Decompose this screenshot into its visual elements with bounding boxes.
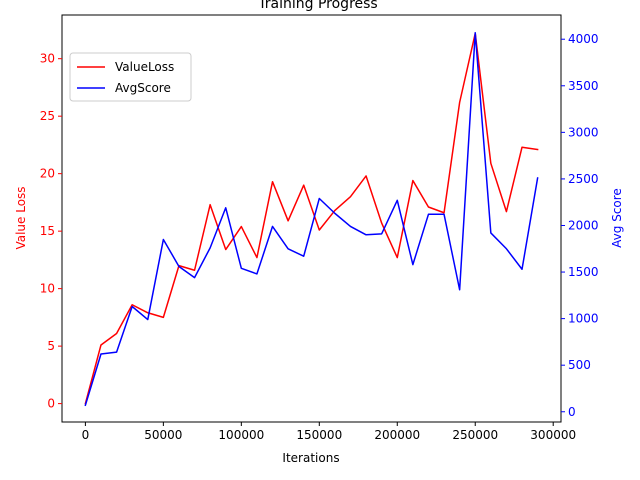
y-right-axis-ticks: 0 500 1000 1500 2000 2500 3000 3500 4000	[561, 32, 599, 419]
y-right-tick-label: 3000	[568, 125, 599, 139]
x-tick-label: 250000	[452, 428, 498, 442]
y-left-axis-label: Value Loss	[14, 186, 28, 249]
x-tick-label: 0	[82, 428, 90, 442]
axes-frame	[61, 14, 562, 423]
y-right-tick-label: 0	[568, 405, 576, 419]
series-layer	[84, 31, 539, 407]
x-tick-label: 50000	[144, 428, 182, 442]
y-left-tick-label: 25	[40, 109, 55, 123]
y-left-tick-label: 15	[40, 224, 55, 238]
y-right-axis-label: Avg Score	[610, 188, 624, 248]
y-right-tick-label: 1500	[568, 265, 599, 279]
series-line-avgscore	[84, 31, 539, 407]
y-left-tick-label: 5	[47, 339, 55, 353]
y-right-tick-label: 1000	[568, 312, 599, 326]
x-tick-label: 100000	[218, 428, 264, 442]
x-tick-label: 200000	[374, 428, 420, 442]
y-left-tick-label: 0	[47, 397, 55, 411]
y-right-tick-label: 3500	[568, 79, 599, 93]
y-left-axis-ticks: 0 5 10 15 20 25 30	[40, 52, 62, 411]
y-right-tick-label: 2500	[568, 172, 599, 186]
y-right-tick-label: 500	[568, 358, 591, 372]
y-right-tick-label: 4000	[568, 32, 599, 46]
legend-label-valueloss: ValueLoss	[115, 60, 174, 74]
y-left-tick-label: 20	[40, 167, 55, 181]
legend-box	[69, 52, 192, 102]
chart-title: Training Progress	[257, 0, 377, 12]
x-tick-label: 300000	[530, 428, 576, 442]
x-axis-label: Iterations	[282, 451, 339, 465]
legend: ValueLoss AvgScore	[69, 52, 192, 102]
x-tick-label: 150000	[296, 428, 342, 442]
series-line-valueloss	[84, 32, 539, 405]
y-left-tick-label: 10	[40, 282, 55, 296]
x-axis-ticks: 0 50000 100000 150000 200000 250000 300000	[82, 422, 576, 442]
y-left-tick-label: 30	[40, 52, 55, 66]
y-right-tick-label: 2000	[568, 218, 599, 232]
legend-label-avgscore: AvgScore	[115, 81, 171, 95]
